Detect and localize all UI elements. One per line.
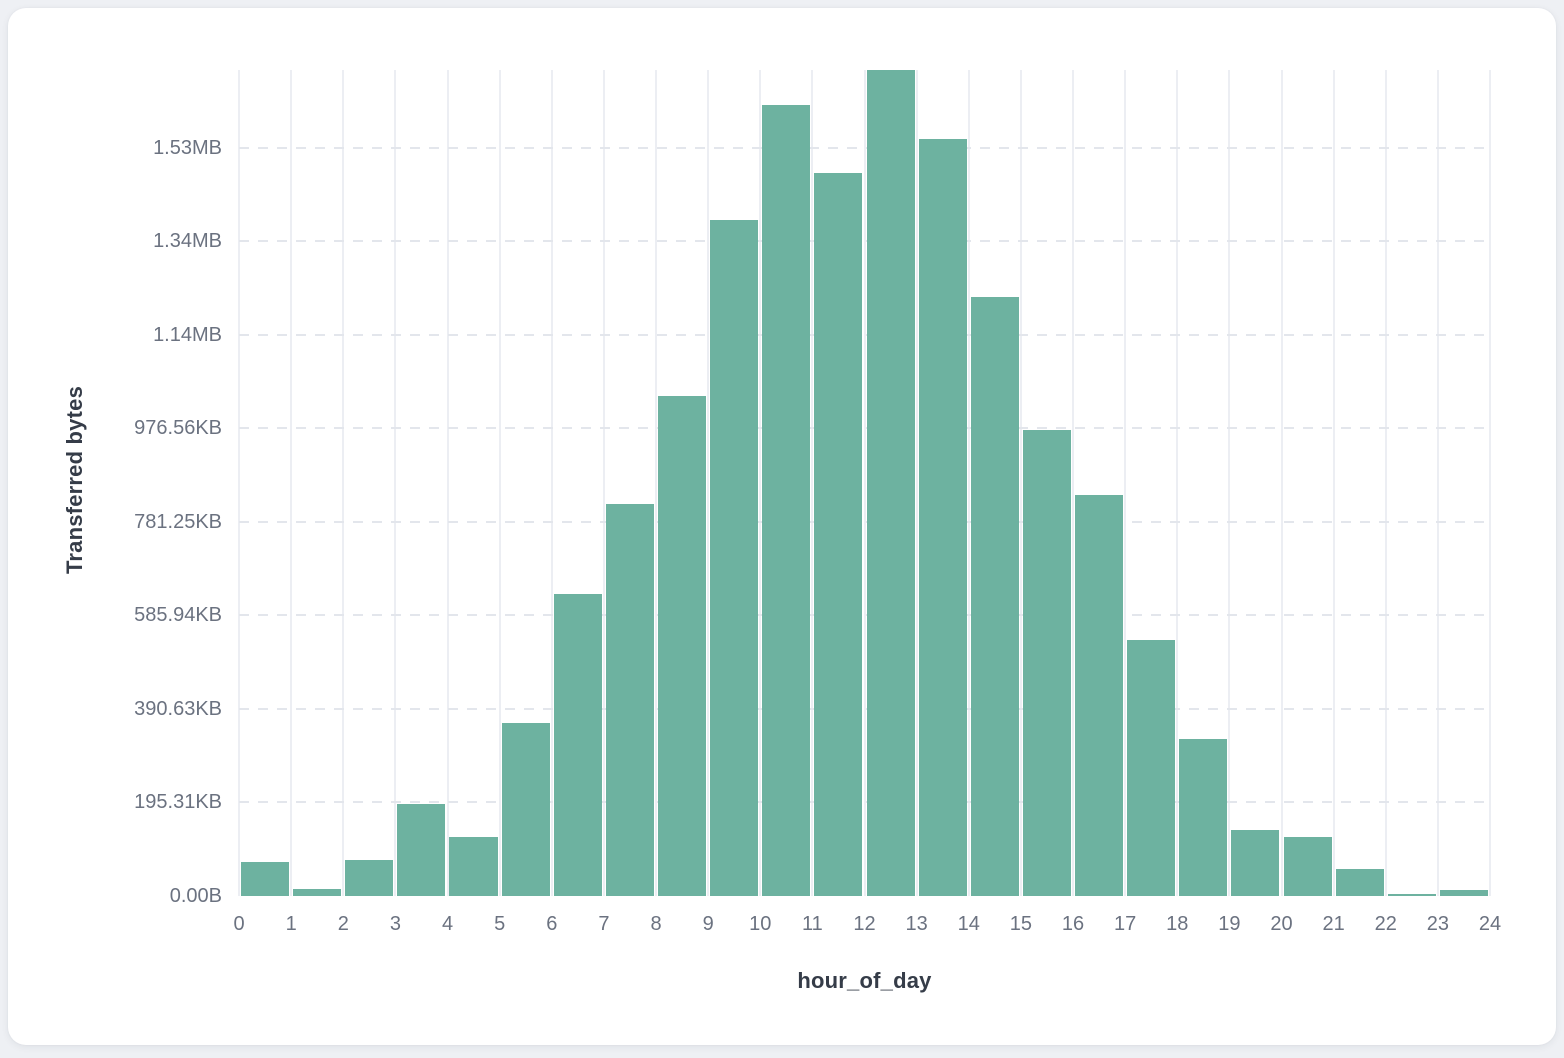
vertical-gridline [967, 70, 970, 896]
vertical-gridline [1019, 70, 1022, 896]
bar-hour-18[interactable] [1179, 738, 1228, 896]
bar-hour-17[interactable] [1127, 640, 1176, 896]
vertical-gridline [655, 70, 657, 896]
x-tick-label: 24 [1478, 913, 1502, 935]
bar-hour-14[interactable] [970, 296, 1019, 896]
x-tick-label: 2 [337, 913, 349, 935]
vertical-gridline [1332, 70, 1335, 896]
y-tick-label: 781.25KB [134, 510, 222, 533]
x-tick-label: 21 [1322, 913, 1345, 935]
x-tick-label: 13 [905, 913, 928, 935]
horizontal-gridline [239, 240, 1490, 243]
x-tick-label: 14 [957, 913, 980, 935]
x-tick-label: 15 [1009, 913, 1032, 935]
vertical-gridline [1489, 70, 1491, 896]
vertical-gridline [602, 70, 605, 896]
y-tick-label: 195.31KB [134, 791, 222, 814]
x-tick-label: 19 [1218, 913, 1241, 935]
horizontal-gridline [239, 427, 1490, 430]
bar-hour-23[interactable] [1439, 889, 1488, 896]
vertical-gridline [394, 70, 397, 896]
bar-hour-21[interactable] [1335, 868, 1384, 896]
bar-hour-4[interactable] [449, 837, 498, 896]
bar-hour-13[interactable] [918, 139, 967, 896]
bar-hour-11[interactable] [814, 173, 863, 896]
vertical-gridline [863, 70, 866, 896]
bar-hour-7[interactable] [605, 503, 654, 896]
bar-hour-22[interactable] [1387, 894, 1436, 896]
vertical-gridline [550, 70, 553, 896]
x-tick-label: 5 [494, 913, 506, 935]
bar-hour-9[interactable] [710, 220, 759, 896]
horizontal-gridline [239, 146, 1490, 149]
y-tick-label: 0.00B [169, 885, 222, 907]
bar-hour-19[interactable] [1231, 830, 1280, 896]
x-tick-label: 9 [702, 913, 714, 935]
x-tick-label: 7 [598, 913, 610, 935]
y-tick-label: 1.34MB [153, 230, 222, 253]
y-tick-label: 976.56KB [134, 417, 222, 440]
chart-card: Transferred bytes 0.00B 195.31KB 390.63KB 5… [8, 8, 1556, 1045]
y-axis-ticks: 0.00B 195.31KB 390.63KB 585.94KB 781.25KB 976… [8, 70, 222, 906]
vertical-gridline [290, 70, 293, 896]
horizontal-gridline [239, 614, 1490, 617]
horizontal-gridline [239, 801, 1490, 804]
x-tick-label: 16 [1061, 913, 1085, 935]
bar-hour-6[interactable] [553, 594, 602, 896]
bar-hour-12[interactable] [866, 70, 915, 896]
vertical-gridline [811, 70, 814, 896]
bar-hour-8[interactable] [657, 395, 707, 896]
vertical-gridline [1280, 70, 1283, 896]
y-tick-label: 1.53MB [153, 136, 222, 159]
x-tick-label: 11 [801, 913, 823, 935]
vertical-gridline [1228, 70, 1231, 896]
x-tick-label: 18 [1166, 913, 1189, 935]
bar-hour-3[interactable] [397, 804, 446, 896]
y-tick-label: 1.14MB [153, 323, 222, 346]
vertical-gridline [915, 70, 918, 896]
bar-hour-2[interactable] [345, 860, 394, 896]
x-tick-label: 22 [1374, 913, 1397, 935]
x-tick-label: 8 [650, 913, 662, 935]
x-tick-label: 12 [853, 913, 876, 935]
vertical-gridline [1072, 70, 1074, 896]
plot-area [238, 70, 1491, 896]
x-tick-label: 20 [1270, 913, 1293, 935]
vertical-gridline [1176, 70, 1179, 896]
vertical-gridline [1436, 70, 1439, 896]
bar-hour-20[interactable] [1283, 837, 1332, 896]
bar-hour-16[interactable] [1074, 495, 1124, 896]
bar-hour-15[interactable] [1022, 429, 1071, 896]
x-tick-label: 6 [546, 913, 558, 935]
vertical-gridline [759, 70, 762, 896]
x-tick-label: 1 [285, 913, 297, 935]
bar-hour-0[interactable] [241, 861, 290, 896]
y-tick-label: 585.94KB [134, 604, 222, 627]
bar-hour-1[interactable] [293, 889, 342, 896]
bar-hour-5[interactable] [501, 722, 550, 896]
x-tick-label: 23 [1426, 913, 1449, 935]
vertical-gridline [342, 70, 345, 896]
vertical-gridline [498, 70, 501, 896]
vertical-gridline [446, 70, 449, 896]
x-tick-label: 17 [1114, 913, 1137, 935]
vertical-gridline [1384, 70, 1387, 896]
vertical-gridline [1124, 70, 1127, 896]
vertical-gridline [707, 70, 710, 896]
bar-hour-10[interactable] [762, 104, 811, 896]
y-tick-label: 390.63KB [134, 697, 222, 720]
x-tick-label: 4 [441, 913, 454, 935]
horizontal-gridline [239, 520, 1490, 523]
x-tick-label: 3 [389, 913, 401, 935]
x-tick-label: 10 [749, 913, 772, 935]
horizontal-gridline [239, 707, 1490, 710]
x-axis-title: hour_of_day [797, 968, 932, 993]
x-axis-ticks: 0 1 2 3 4 5 6 7 8 9 10 11 12 13 14 15 16 17 18 19 20 21 22 23 24 [233, 896, 1501, 946]
x-tick-label: 0 [233, 913, 245, 935]
horizontal-gridline [239, 333, 1490, 336]
vertical-gridline [238, 70, 240, 896]
